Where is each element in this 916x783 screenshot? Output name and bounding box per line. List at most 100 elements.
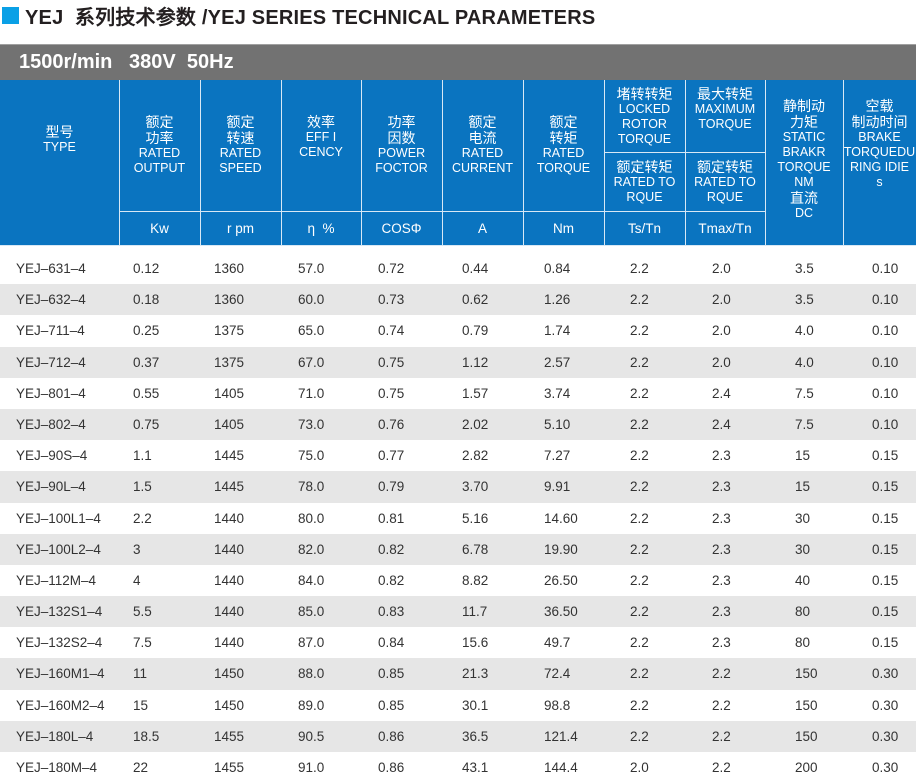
header-locked-rated-torque: 额定转矩 RATED TO RQUE [613, 159, 676, 204]
cell-value: 1405 [214, 385, 245, 401]
cell-type: YEJ–100L2–4 [16, 541, 101, 557]
cell-value: 1455 [214, 760, 245, 775]
cell-value: 0.75 [378, 354, 405, 370]
cell-value: 2.0 [712, 292, 731, 308]
cell-value: 89.0 [298, 697, 325, 713]
cell-value: 2.3 [712, 510, 731, 526]
cell-value: 30 [795, 541, 811, 557]
cell-value: 0.75 [133, 416, 160, 432]
cell-value: 4.0 [795, 354, 814, 370]
cell-type: YEJ–112M–4 [16, 572, 97, 588]
cell-value: 57.0 [298, 261, 325, 276]
cell-value: 80 [795, 635, 811, 651]
cell-value: 0.12 [133, 261, 160, 276]
cell-value: 2.2 [630, 697, 649, 713]
cell-type: YEJ–711–4 [16, 323, 85, 339]
cell-value: 40 [795, 572, 811, 588]
cell-value: 2.57 [544, 354, 571, 370]
cell-value: 1440 [214, 572, 245, 588]
header-type: 型号 TYPE [43, 124, 76, 154]
cell-value: 98.8 [544, 697, 571, 713]
cell-value: 2.0 [630, 760, 649, 775]
cell-value: 2.2 [630, 261, 649, 276]
cell-value: 1445 [214, 448, 245, 464]
cell-value: 1.74 [544, 323, 571, 339]
table-row: YEJ–160M2–4 15 1450 89.0 0.85 30.1 98.8 2.2 2.2 1… [0, 690, 916, 721]
cell-value: 0.77 [378, 448, 405, 464]
cell-value: 22 [133, 760, 149, 775]
header-brake-time: 空载 制动时间 BRAKE TORQUEDU RING IDIE s [843, 98, 916, 189]
cell-value: 2.3 [712, 541, 731, 557]
header-efficiency: 效率 EFF I CENCY [299, 114, 343, 159]
cell-value: 7.5 [795, 416, 814, 432]
cell-value: 72.4 [544, 666, 571, 682]
cell-value: 150 [795, 666, 818, 682]
cell-value: 2.3 [712, 448, 731, 464]
cell-value: 11 [133, 666, 148, 682]
cell-type: YEJ–90S–4 [16, 448, 88, 464]
cell-value: 2.3 [712, 572, 731, 588]
cell-value: 91.0 [298, 760, 325, 775]
cell-value: 2.2 [630, 448, 649, 464]
cell-value: 82.0 [298, 541, 325, 557]
table-row: YEJ–632–4 0.18 1360 60.0 0.73 0.62 1.26 2.2 2.0 3… [0, 284, 916, 316]
cell-value: 0.44 [462, 261, 489, 276]
cell-value: 0.30 [872, 697, 899, 713]
cell-type: YEJ–160M1–4 [16, 666, 105, 682]
cell-value: 1.12 [462, 354, 489, 370]
cell-value: 0.37 [133, 354, 160, 370]
cell-value: 5.10 [544, 416, 571, 432]
unit-kw: Kw [150, 220, 169, 236]
cell-value: 2.3 [712, 479, 731, 495]
spec-band: 1500r/min 380V 50Hz [0, 44, 916, 80]
cell-value: 0.10 [872, 261, 899, 276]
header-locked-rotor-torque: 堵转转矩 LOCKED ROTOR TORQUE [616, 85, 673, 146]
cell-type: YEJ–132S1–4 [16, 604, 103, 620]
cell-value: 1440 [214, 541, 245, 557]
cell-value: 75.0 [298, 448, 325, 464]
cell-value: 0.30 [872, 760, 899, 775]
title-text: YEJ 系列技术参数 /YEJ SERIES TECHNICAL PARAMET… [25, 6, 596, 29]
cell-value: 0.62 [462, 292, 489, 308]
cell-value: 1.57 [462, 385, 489, 401]
cell-value: 4 [133, 572, 141, 588]
cell-value: 2.2 [712, 760, 731, 775]
cell-value: 2.2 [712, 697, 731, 713]
cell-value: 2.82 [462, 448, 489, 464]
header-power-factor: 功率 因数 POWER FOCTOR [375, 114, 428, 175]
cell-value: 18.5 [133, 728, 160, 744]
header-maximum-torque: 最大转矩 MAXIMUM TORQUE [694, 86, 756, 131]
cell-value: 2.2 [630, 416, 649, 432]
cell-value: 0.15 [872, 448, 899, 464]
cell-value: 1360 [214, 292, 245, 308]
cell-value: 1.1 [133, 448, 152, 464]
table-row: YEJ–631–4 0.12 1360 57.0 0.72 0.44 0.84 2.2 2.0 3… [0, 253, 916, 284]
cell-value: 5.16 [462, 510, 489, 526]
cell-value: 144.4 [544, 760, 578, 775]
cell-value: 3.5 [795, 292, 814, 308]
cell-value: 67.0 [298, 354, 325, 370]
cell-type: YEJ–802–4 [16, 416, 86, 432]
header-maximum-rated-torque: 额定转矩 RATED TO RQUE [694, 159, 756, 204]
cell-value: 121.4 [544, 728, 578, 744]
cell-type: YEJ–180M–4 [16, 760, 98, 775]
cell-value: 0.10 [872, 385, 899, 401]
cell-value: 1375 [214, 354, 245, 370]
cell-value: 71.0 [298, 385, 325, 401]
cell-value: 2.2 [630, 510, 649, 526]
cell-value: 0.84 [544, 261, 571, 276]
table-body: YEJ–631–4 0.12 1360 57.0 0.72 0.44 0.84 2.2 2.0 3… [0, 253, 916, 783]
cell-value: 2.2 [630, 635, 649, 651]
cell-value: 2.4 [712, 416, 731, 432]
cell-value: 6.78 [462, 541, 489, 557]
cell-value: 0.73 [378, 292, 405, 308]
cell-value: 90.5 [298, 728, 325, 744]
table-row: YEJ–712–4 0.37 1375 67.0 0.75 1.12 2.57 2.2 2.0 4… [0, 346, 916, 378]
cell-value: 7.5 [795, 385, 814, 401]
cell-value: 1375 [214, 323, 245, 339]
cell-value: 2.0 [712, 354, 731, 370]
cell-value: 0.15 [872, 541, 899, 557]
cell-value: 84.0 [298, 572, 325, 588]
header-rated-torque: 额定 转矩 RATED TORQUE [536, 114, 591, 175]
cell-value: 2.2 [630, 354, 649, 370]
